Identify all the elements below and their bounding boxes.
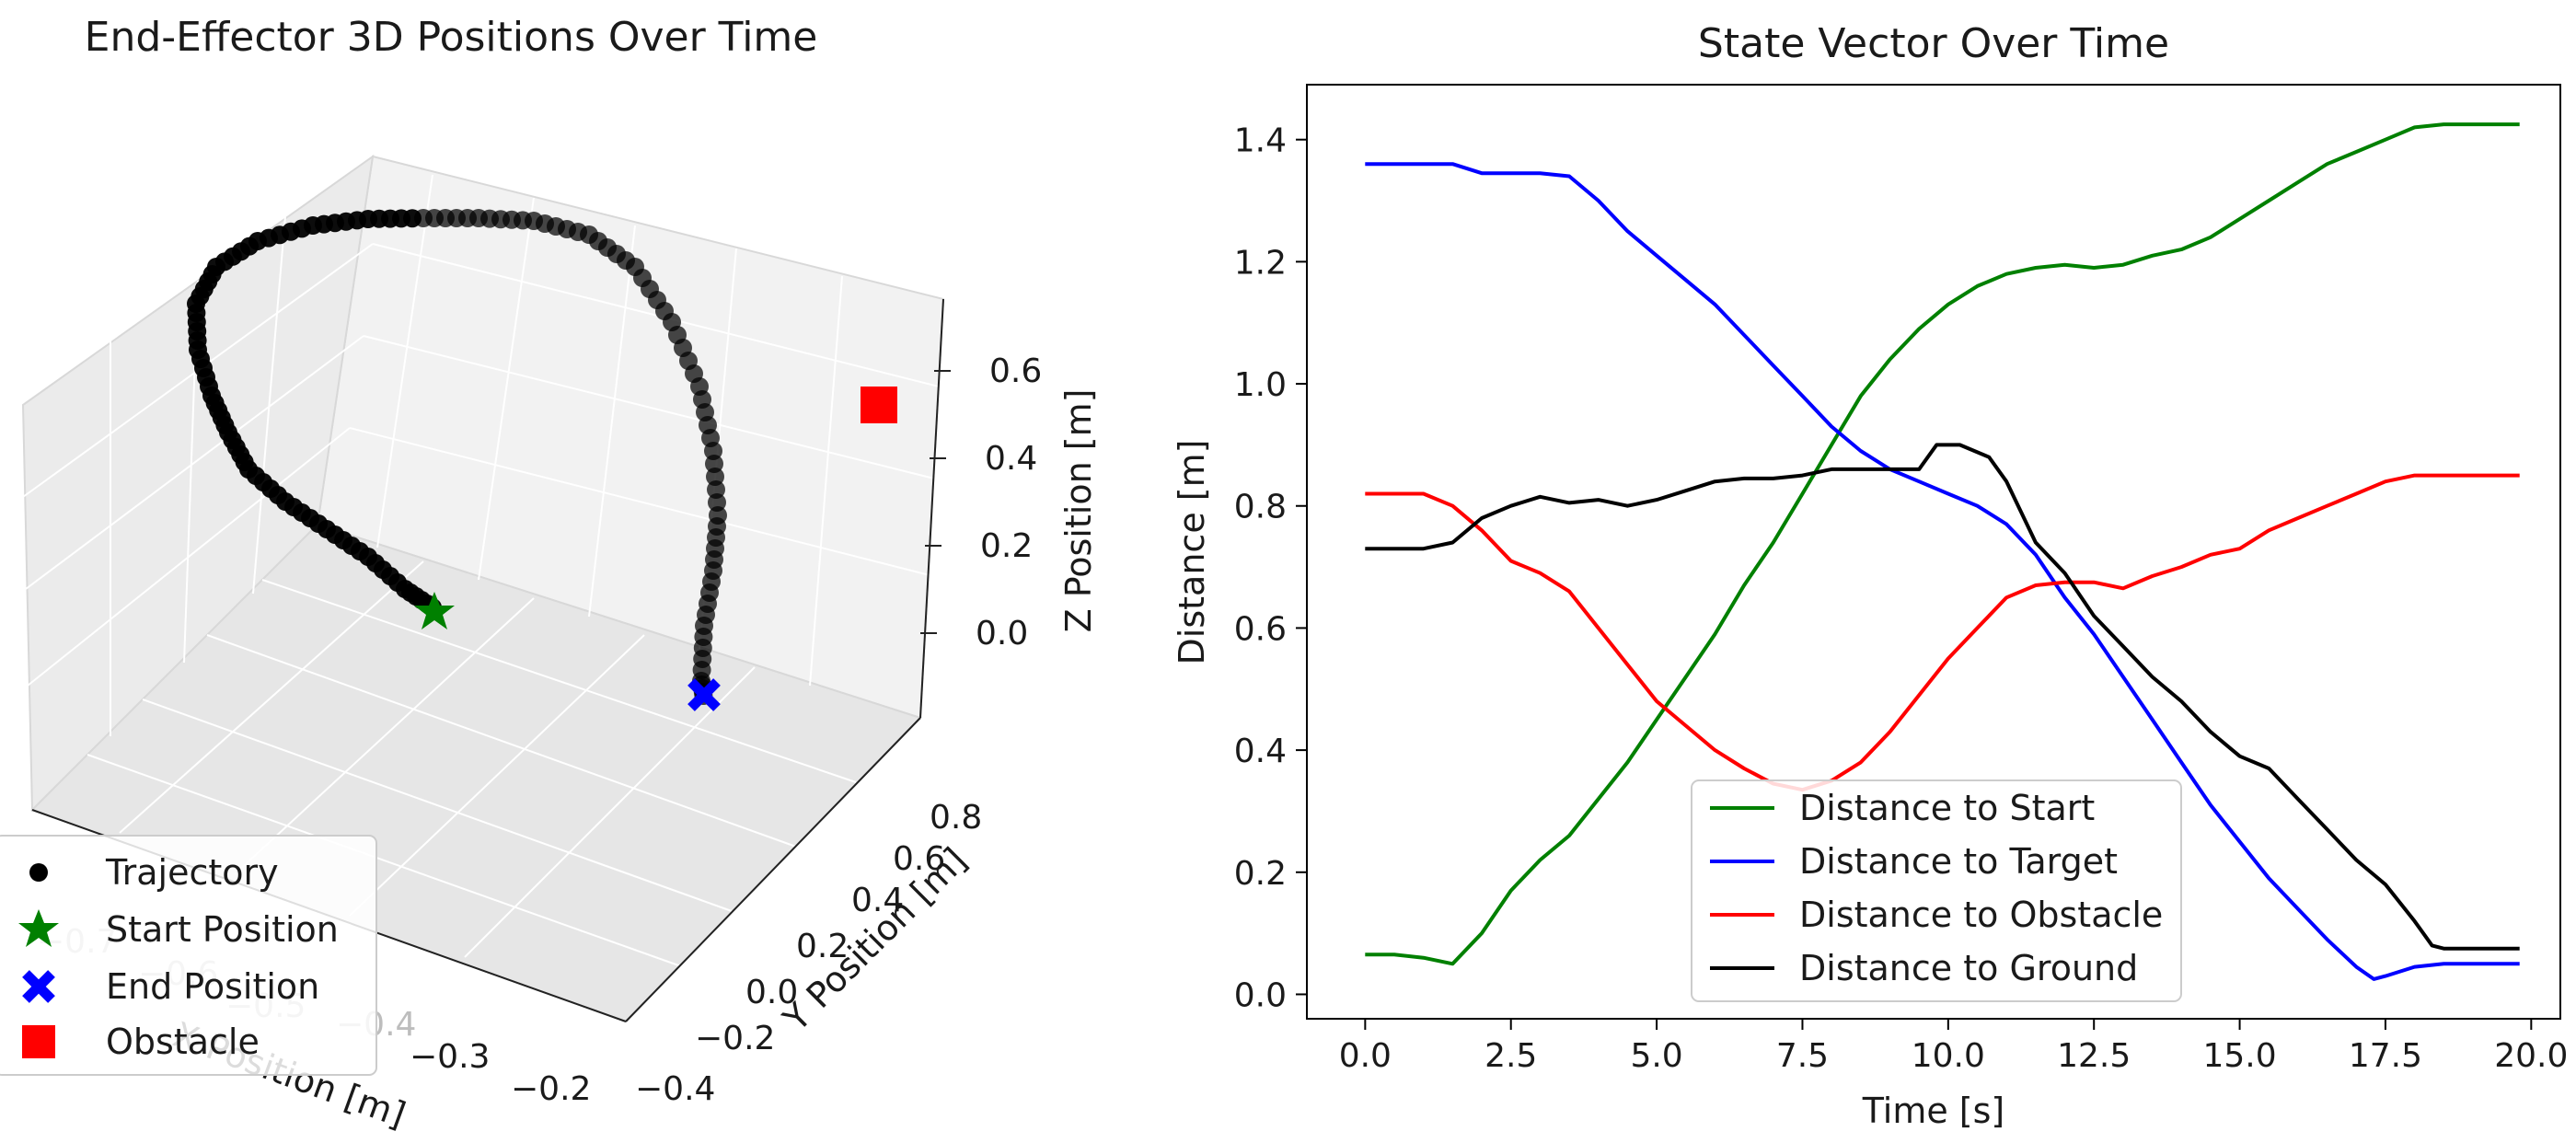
y-tick-label: −0.4 <box>635 1070 715 1108</box>
legend-start-label: Start Position <box>106 909 339 950</box>
legend-distance-obstacle: Distance to Obstacle <box>1799 895 2163 935</box>
grid-line-3d <box>25 335 364 590</box>
chart-3d-trajectory: End-Effector 3D Positions Over Time 0.0 0… <box>0 14 1099 1136</box>
series-line-distance-to-ground <box>1365 443 2520 951</box>
z-tick-label: 0.6 <box>989 352 1042 390</box>
grid-line-3d <box>363 335 935 479</box>
y-tick-label: −0.2 <box>695 1020 775 1057</box>
x-tick-label: 17.5 <box>2349 1037 2422 1075</box>
legend-obstacle-swatch <box>22 1025 55 1058</box>
z-axis-label: Z Position [m] <box>1058 389 1099 633</box>
grid-line-3d <box>206 634 797 848</box>
x-ticks: 0.0 2.5 5.0 7.5 10.0 12.5 15.0 17.5 20.0 <box>1339 1019 2568 1075</box>
y-axis-label-distance: Distance [m] <box>1172 440 1212 665</box>
grid-line-3d <box>142 698 733 912</box>
legend-distance-target: Distance to Target <box>1799 841 2118 882</box>
x-tick-label: 2.5 <box>1484 1037 1537 1075</box>
x-tick-label: 12.5 <box>2057 1037 2131 1075</box>
legend-3d: Trajectory Start Position End Position O… <box>0 835 377 1076</box>
z-tick-label: 0.2 <box>980 527 1033 565</box>
grid-line-3d <box>234 597 535 875</box>
plot-area <box>1306 84 2561 1020</box>
legend-end-swatch <box>22 970 55 1003</box>
y-tick-label: 1.2 <box>1234 244 1287 282</box>
y-tick-label: 0.4 <box>1234 733 1287 770</box>
grid-line-3d <box>119 560 424 834</box>
x-tick-label: 15.0 <box>2203 1037 2277 1075</box>
legend-distance-start: Distance to Start <box>1799 788 2095 828</box>
z-axis-line <box>919 298 944 719</box>
z-tick-label: 0.0 <box>976 615 1028 652</box>
legend-trajectory-label: Trajectory <box>105 852 279 893</box>
grid-line-3d <box>349 634 645 917</box>
y-tick-label: 0.8 <box>1234 489 1287 526</box>
start-position-marker <box>414 592 455 629</box>
chart-2d-title: State Vector Over Time <box>1698 20 2169 67</box>
grid-line-3d <box>349 427 930 576</box>
grid-line-3d <box>87 754 682 967</box>
x-tick-label: −0.3 <box>410 1038 490 1076</box>
y-ticks: 0.0 0.2 0.4 0.6 0.8 1.0 1.2 1.4 <box>1234 122 1307 1014</box>
series-line-distance-to-target <box>1365 162 2520 981</box>
y-tick-label: 0.4 <box>851 882 904 919</box>
legend-2d: Distance to Start Distance to Target Dis… <box>1691 779 2182 1002</box>
legend-start-swatch <box>18 909 59 947</box>
end-position-marker <box>687 678 721 711</box>
y-tick-label: 0.2 <box>796 928 849 965</box>
grid-line-3d <box>464 666 756 958</box>
legend-2d-box <box>1691 779 2182 1002</box>
x-tick-label: 10.0 <box>1912 1037 1985 1075</box>
chart-state-vector: State Vector Over Time 0.0 2.5 5.0 7.5 10.0 1… <box>1172 20 2568 1131</box>
y-tick-label: 1.0 <box>1234 366 1287 404</box>
grid-line-3d <box>27 427 351 687</box>
chart-3d-title: End-Effector 3D Positions Over Time <box>85 14 818 61</box>
y-tick-label: 0.6 <box>1234 610 1287 648</box>
series-lines <box>1365 122 2520 981</box>
obstacle-marker <box>861 387 897 423</box>
legend-obstacle-label: Obstacle <box>106 1022 260 1062</box>
series-line-distance-to-obstacle <box>1365 473 2520 792</box>
grid-line-3d <box>261 579 857 783</box>
y-tick-label: 0.0 <box>1234 976 1287 1014</box>
x-axis-label-time: Time [s] <box>1862 1091 2005 1131</box>
x-tick-label: 0.0 <box>1339 1037 1392 1075</box>
grid-line-3d <box>372 243 940 387</box>
x-tick-label: −0.2 <box>511 1070 591 1108</box>
grid-line-3d <box>376 174 433 548</box>
z-tick-label: 0.4 <box>985 440 1037 478</box>
y-tick-label: 0.0 <box>745 974 798 1011</box>
grid-line-3d <box>478 197 535 581</box>
y-tick-label: 1.4 <box>1234 122 1287 160</box>
series-line-distance-to-start <box>1365 122 2520 966</box>
legend-end-label: End Position <box>106 966 319 1007</box>
y-tick-label: 0.8 <box>930 799 982 837</box>
grid-line-3d <box>809 275 843 687</box>
y-tick-label: 0.6 <box>893 840 945 878</box>
x-tick-label: 7.5 <box>1776 1037 1829 1075</box>
grid-line-3d <box>588 225 636 618</box>
x-tick-label: 20.0 <box>2494 1037 2568 1075</box>
legend-distance-ground: Distance to Ground <box>1799 948 2138 988</box>
legend-trajectory-swatch <box>29 863 48 882</box>
grid-line-3d <box>252 215 286 595</box>
y-tick-label: 0.2 <box>1234 855 1287 893</box>
legend-3d-box <box>0 835 377 1076</box>
x-tick-label: 5.0 <box>1630 1037 1682 1075</box>
trajectory-series <box>187 209 727 705</box>
y-axis-line <box>625 717 921 1022</box>
